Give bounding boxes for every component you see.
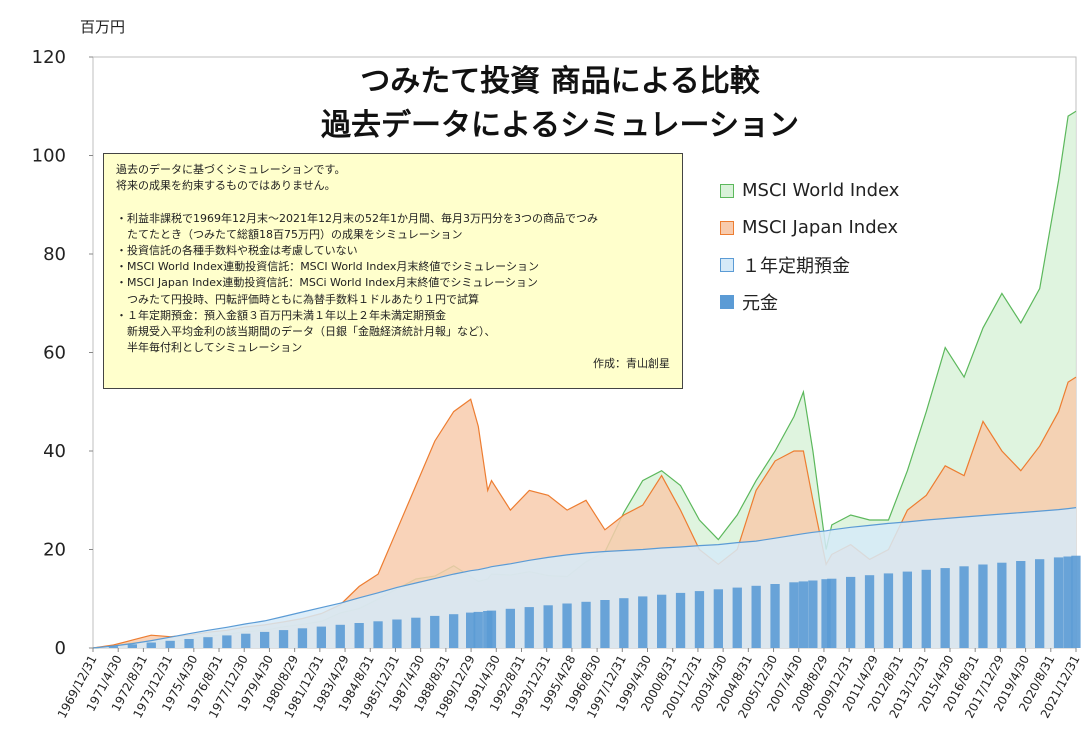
principal-bar <box>713 589 723 648</box>
legend-item-japan: MSCI Japan Index <box>720 209 899 246</box>
principal-bar <box>921 569 931 648</box>
principal-bar <box>165 640 175 648</box>
principal-bar <box>108 646 119 648</box>
principal-bar <box>203 637 213 648</box>
chart-title-line-2: 過去データによるシミュレーション <box>321 108 799 143</box>
note-line: ・投資信託の各種手数料や税金は考慮していない <box>116 244 358 258</box>
note-line: 将来の成果を約束するものではありません。 <box>116 179 336 193</box>
legend: MSCI World Index MSCI Japan Index １年定期預金… <box>720 172 899 320</box>
legend-item-principal: 元金 <box>720 283 899 320</box>
principal-bar <box>184 639 194 648</box>
principal-bar <box>127 644 137 648</box>
principal-bar <box>694 591 705 648</box>
legend-swatch-deposit <box>720 257 734 272</box>
principal-bar <box>619 598 629 648</box>
principal-bar <box>222 635 232 648</box>
legend-label-deposit: １年定期預金 <box>742 255 850 277</box>
principal-bar <box>883 573 894 648</box>
principal-bar <box>808 580 818 648</box>
legend-label-japan: MSCI Japan Index <box>742 217 899 238</box>
principal-bar <box>543 605 553 648</box>
principal-bar <box>827 578 837 648</box>
legend-swatch-world <box>720 183 734 198</box>
principal-bar <box>940 568 950 648</box>
principal-bar <box>449 614 459 648</box>
y-tick-label: 60 <box>43 343 66 364</box>
principal-bar <box>1035 559 1045 648</box>
note-line: ・MSCI Japan Index連動投資信託：MSCi World Index… <box>116 276 538 290</box>
principal-bar <box>821 579 831 648</box>
principal-bar <box>846 576 856 648</box>
principal-bar <box>335 624 345 648</box>
note-line: 新規受入平均金利の該当期間のデータ（日銀「金融経済統計月報」など）、 <box>116 325 496 339</box>
y-tick-label: 120 <box>32 47 66 68</box>
principal-bar <box>1016 561 1026 648</box>
y-tick-label: 0 <box>55 638 66 659</box>
y-tick-label: 100 <box>32 146 66 167</box>
principal-bar <box>524 607 534 648</box>
principal-bar <box>354 623 364 648</box>
principal-bar <box>473 611 483 648</box>
principal-bar <box>789 582 799 648</box>
note-author: 作成：青山創星 <box>593 357 670 371</box>
legend-swatch-japan <box>720 220 734 235</box>
note-line: ・１年定期預金：預入金額３百万円未満１年以上２年未満定期預金 <box>116 308 446 322</box>
disclaimer-note-box: 過去のデータに基づくシミュレーションです。 将来の成果を約束するものではありませ… <box>103 153 683 389</box>
principal-bar <box>486 610 497 648</box>
legend-label-world: MSCI World Index <box>742 180 900 201</box>
principal-bar <box>316 626 326 648</box>
principal-bar <box>770 584 780 648</box>
note-line: たてたとき（つみたて総額18百75万円）の成果をシミュレーション <box>116 227 463 241</box>
principal-bar <box>732 587 742 648</box>
note-line: ・MSCI World Index連動投資信託：MSCI World Index… <box>116 260 539 274</box>
principal-bar <box>1053 557 1064 648</box>
legend-item-world: MSCI World Index <box>720 172 899 209</box>
y-tick-label: 40 <box>43 441 66 462</box>
principal-bar <box>146 642 156 648</box>
principal-bar <box>260 631 270 648</box>
y-tick-label: 80 <box>43 244 66 265</box>
note-line <box>116 194 670 210</box>
note-line: つみたて円投時、円転評価時ともに為替手数料１ドルあたり１円で試算 <box>116 292 479 306</box>
principal-bar <box>466 612 476 648</box>
principal-bar <box>562 603 572 648</box>
principal-bar <box>373 621 383 648</box>
principal-bar <box>392 619 402 648</box>
chart-title: つみたて投資 商品による比較 過去データによるシミュレーション <box>240 60 880 148</box>
legend-label-principal: 元金 <box>742 292 778 314</box>
chart-title-line-1: つみたて投資 商品による比較 <box>360 64 760 99</box>
note-line: 半年毎付利としてシミュレーション <box>116 341 303 355</box>
principal-bar <box>638 596 648 648</box>
principal-bar <box>411 617 421 648</box>
note-line: 過去のデータに基づくシミュレーションです。 <box>116 163 346 176</box>
principal-bar <box>864 575 875 648</box>
principal-bar <box>997 562 1007 648</box>
y-axis-unit: 百万円 <box>80 18 126 36</box>
note-line: ・利益非課税で1969年12月末～2021年12月末の52年1か月間、毎月3万円… <box>116 211 598 225</box>
principal-bar <box>600 600 610 648</box>
principal-bar <box>505 608 515 648</box>
principal-bar <box>1071 555 1081 648</box>
principal-bar <box>241 633 251 648</box>
legend-item-deposit: １年定期預金 <box>720 246 899 283</box>
principal-bar <box>675 592 686 648</box>
principal-bar <box>297 628 308 648</box>
principal-bar <box>657 594 667 648</box>
principal-bar <box>430 615 440 648</box>
y-tick-label: 20 <box>43 540 66 561</box>
principal-bar <box>751 585 761 648</box>
principal-bar <box>278 630 289 648</box>
principal-bar <box>902 571 912 648</box>
legend-swatch-principal <box>720 294 734 309</box>
principal-bar <box>1063 556 1073 648</box>
series-line-2 <box>92 507 1077 649</box>
principal-bar <box>959 566 969 648</box>
principal-bar <box>978 564 988 648</box>
principal-bar <box>581 601 591 648</box>
principal-bar <box>798 581 808 648</box>
